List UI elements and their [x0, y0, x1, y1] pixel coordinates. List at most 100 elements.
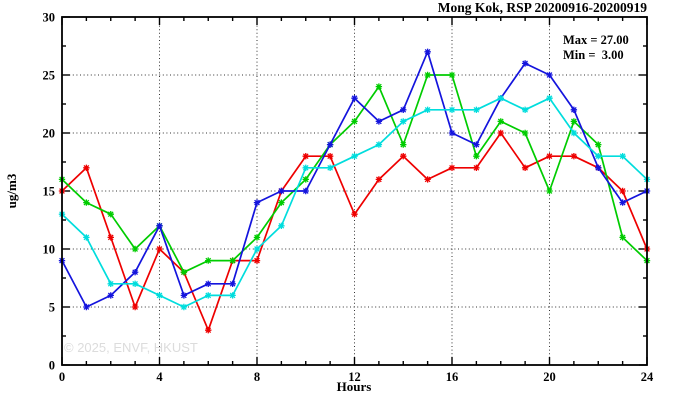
- x-tick-label: 12: [348, 370, 361, 384]
- y-axis-label: ug/m3: [4, 173, 19, 208]
- data-point-blue: [326, 141, 334, 148]
- data-point-red: [253, 257, 261, 264]
- y-tick-label: 5: [49, 301, 55, 315]
- data-point-blue: [351, 95, 358, 102]
- data-point-cyan: [229, 292, 236, 299]
- data-series: [58, 48, 651, 334]
- data-point-cyan: [546, 95, 553, 102]
- data-point-green: [180, 269, 188, 276]
- x-tick-label: 8: [254, 370, 260, 384]
- data-point-blue: [83, 303, 90, 311]
- max-annotation: Max = 27.00: [563, 33, 629, 47]
- data-point-blue: [107, 292, 114, 299]
- data-point-blue: [131, 269, 139, 276]
- data-point-red: [448, 164, 456, 171]
- data-point-green: [375, 83, 383, 90]
- data-point-red: [570, 153, 578, 160]
- data-point-red: [131, 303, 139, 311]
- y-tick-label: 10: [43, 243, 56, 257]
- x-tick-label: 24: [641, 370, 654, 384]
- data-point-red: [619, 187, 626, 195]
- data-point-cyan: [83, 234, 90, 241]
- data-point-cyan: [521, 106, 529, 113]
- data-point-green: [107, 211, 114, 218]
- data-point-blue: [253, 199, 261, 206]
- y-tick-label: 20: [43, 127, 56, 141]
- data-point-red: [473, 164, 480, 171]
- data-point-cyan: [156, 292, 163, 299]
- x-tick-label: 0: [59, 370, 65, 384]
- x-tick-label: 20: [543, 370, 556, 384]
- data-point-blue: [595, 164, 602, 171]
- data-point-green: [253, 234, 261, 241]
- data-point-red: [424, 176, 431, 183]
- y-tick-label: 30: [43, 11, 56, 25]
- tick-labels: 0 4 8 12 16 20 24 0 5 10 15 20 25 30: [43, 11, 655, 385]
- plot-frame: [61, 16, 648, 366]
- data-point-green: [400, 141, 407, 148]
- data-point-blue: [619, 199, 626, 206]
- data-point-red: [302, 153, 309, 160]
- data-point-cyan: [326, 164, 334, 171]
- data-point-green: [83, 199, 90, 206]
- chart-title: Mong Kok, RSP 20200916-20200919: [438, 0, 648, 15]
- data-point-cyan: [180, 303, 188, 311]
- data-point-blue: [473, 141, 480, 148]
- data-point-blue: [278, 187, 285, 195]
- data-point-green: [448, 71, 456, 79]
- data-point-red: [546, 153, 553, 160]
- data-point-blue: [180, 292, 188, 299]
- data-point-blue: [400, 106, 407, 113]
- data-point-cyan: [400, 118, 407, 125]
- data-point-red: [326, 153, 334, 160]
- data-point-cyan: [424, 106, 431, 113]
- data-point-cyan: [107, 280, 114, 287]
- data-point-green: [497, 118, 504, 125]
- data-point-blue: [570, 106, 578, 113]
- data-point-green: [521, 129, 529, 137]
- data-point-cyan: [570, 129, 578, 137]
- gridlines: [62, 17, 647, 365]
- y-tick-label: 25: [43, 69, 56, 83]
- data-point-red: [400, 153, 407, 160]
- min-annotation: Min = 3.00: [563, 48, 624, 62]
- x-tick-label: 4: [156, 370, 163, 384]
- data-point-blue: [546, 71, 553, 79]
- data-point-green: [595, 141, 602, 148]
- data-point-red: [375, 176, 383, 183]
- data-point-cyan: [473, 106, 480, 113]
- x-tick-label: 16: [446, 370, 459, 384]
- data-point-cyan: [278, 222, 285, 229]
- data-point-red: [156, 245, 163, 253]
- data-point-red: [351, 211, 358, 218]
- y-tick-label: 0: [49, 359, 55, 373]
- data-point-cyan: [205, 292, 212, 299]
- data-point-red: [83, 164, 90, 171]
- data-point-cyan: [131, 280, 139, 287]
- data-point-cyan: [302, 164, 309, 171]
- data-point-red: [205, 327, 212, 334]
- data-point-green: [302, 176, 309, 183]
- data-point-red: [497, 129, 504, 137]
- data-point-cyan: [448, 106, 456, 113]
- data-point-blue: [424, 48, 431, 55]
- data-point-green: [473, 153, 480, 160]
- data-point-cyan: [619, 153, 626, 160]
- x-axis-label: Hours: [337, 379, 372, 394]
- data-point-blue: [521, 60, 529, 67]
- data-point-green: [619, 234, 626, 241]
- data-point-cyan: [595, 153, 602, 160]
- data-point-blue: [448, 129, 456, 137]
- data-point-blue: [205, 280, 212, 287]
- data-point-green: [131, 245, 139, 253]
- data-point-green: [205, 257, 212, 264]
- data-point-blue: [156, 222, 163, 229]
- data-point-cyan: [497, 95, 504, 102]
- y-tick-label: 15: [43, 185, 56, 199]
- data-point-cyan: [253, 245, 261, 253]
- watermark: © 2025, ENVF, HKUST: [64, 340, 198, 355]
- data-point-green: [570, 118, 578, 125]
- series-line-blue: [61, 50, 648, 308]
- data-point-blue: [302, 187, 309, 195]
